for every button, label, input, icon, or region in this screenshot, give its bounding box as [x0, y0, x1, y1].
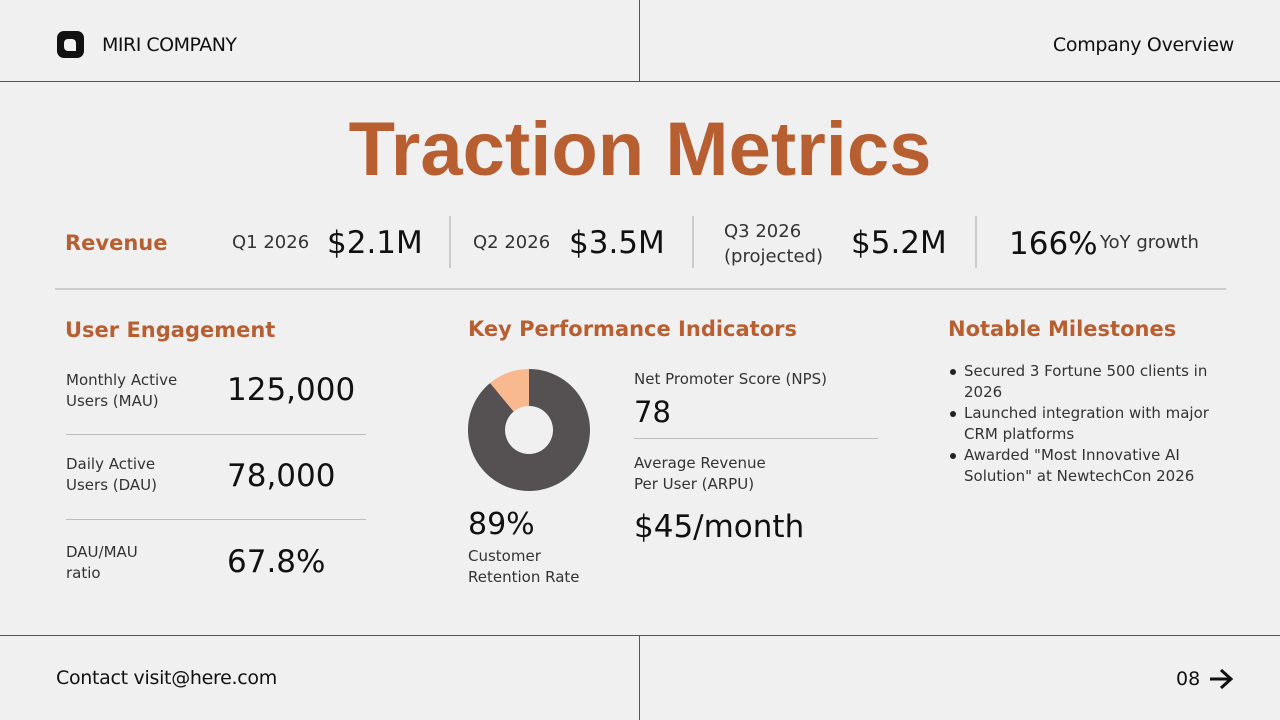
retention-label: Customer Retention Rate — [468, 547, 580, 586]
revenue-label: Revenue — [65, 231, 168, 255]
q3-value: $5.2M — [851, 225, 947, 261]
ratio-label: DAU/MAU ratio — [66, 543, 138, 582]
milestone-item: Awarded "Most Innovative AI Solution" at… — [948, 445, 1218, 487]
divider — [449, 216, 451, 268]
divider — [66, 434, 366, 435]
page-number: 08 — [1176, 668, 1201, 690]
revenue-divider — [55, 288, 1226, 290]
q1-period: Q1 2026 — [232, 232, 310, 253]
retention-value: 89% — [468, 507, 535, 542]
dau-value: 78,000 — [227, 458, 336, 494]
q3-period: Q3 2026 (projected) — [724, 221, 824, 267]
growth-value: 166% — [1009, 226, 1098, 262]
header-divider — [0, 81, 1280, 82]
company-name: MIRI COMPANY — [102, 34, 237, 56]
logo-icon — [57, 31, 84, 58]
dau-label: Daily Active Users (DAU) — [66, 455, 158, 494]
divider — [66, 519, 366, 520]
nps-value: 78 — [634, 395, 671, 429]
q2-value: $3.5M — [569, 225, 665, 261]
ratio-value: 67.8% — [227, 544, 326, 580]
donut-segment-remainder — [490, 369, 529, 412]
donut-segment-retained — [468, 369, 590, 491]
milestones-list: Secured 3 Fortune 500 clients in 2026 La… — [948, 361, 1218, 487]
retention-donut — [468, 369, 590, 491]
divider — [975, 216, 977, 268]
footer-divider — [0, 635, 1280, 636]
milestone-item: Secured 3 Fortune 500 clients in 2026 — [948, 361, 1218, 403]
growth-label: YoY growth — [1100, 232, 1199, 253]
arpu-value: $45/month — [634, 509, 805, 545]
contact-text: Contact visit@here.com — [56, 667, 277, 689]
footer-vdivider — [639, 635, 640, 720]
page-title: Traction Metrics — [348, 107, 932, 192]
divider — [634, 438, 878, 439]
mau-label: Monthly Active Users (MAU) — [66, 371, 178, 410]
section-title: Company Overview — [1052, 34, 1234, 56]
engagement-title: User Engagement — [65, 318, 276, 342]
kpi-title: Key Performance Indicators — [468, 317, 797, 341]
milestone-item: Launched integration with major CRM plat… — [948, 403, 1218, 445]
nps-label: Net Promoter Score (NPS) — [634, 370, 828, 388]
q2-period: Q2 2026 — [473, 232, 551, 253]
arpu-label: Average Revenue Per User (ARPU) — [634, 454, 766, 493]
next-arrow-icon[interactable] — [1208, 667, 1234, 691]
milestones-title: Notable Milestones — [948, 317, 1177, 341]
mau-value: 125,000 — [227, 372, 356, 408]
divider — [692, 216, 694, 268]
q1-value: $2.1M — [327, 225, 423, 261]
header-vdivider — [639, 0, 640, 81]
